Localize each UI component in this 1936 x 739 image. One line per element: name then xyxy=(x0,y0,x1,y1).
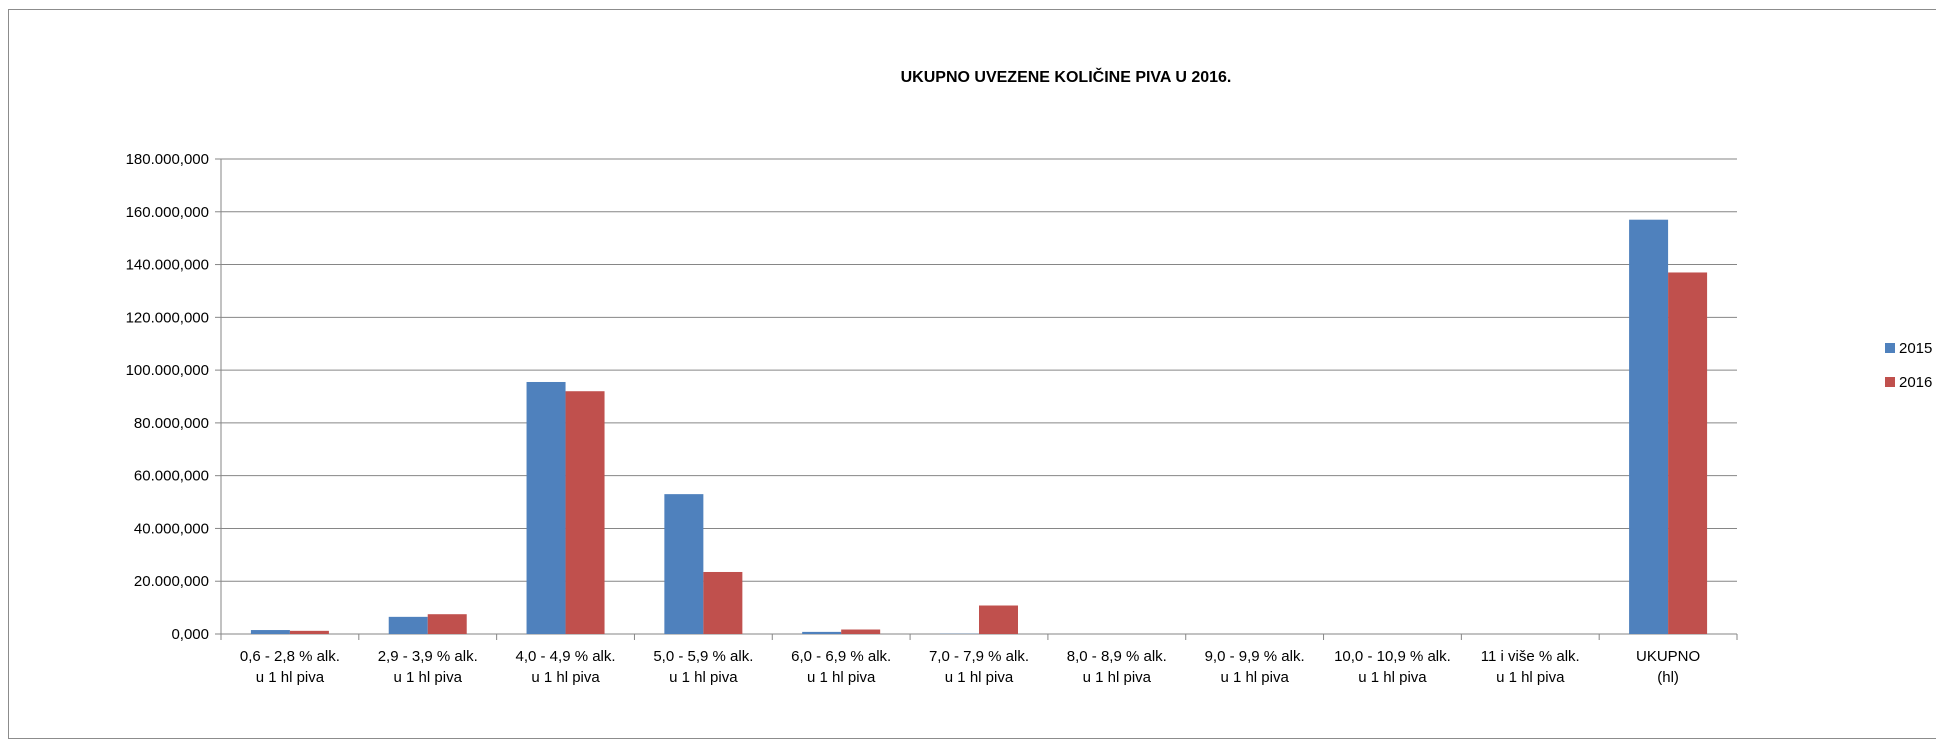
bar-2016 xyxy=(566,391,605,634)
y-tick-label: 40.000,000 xyxy=(134,520,209,537)
bar-2015 xyxy=(664,494,703,634)
y-tick-label: 60.000,000 xyxy=(134,468,209,485)
y-tick-label: 140.000,000 xyxy=(126,257,209,274)
x-tick-label: u 1 hl piva xyxy=(1083,669,1152,686)
x-tick-label: 11 i više % alk. xyxy=(1481,648,1580,665)
x-tick-label: 4,0 - 4,9 % alk. xyxy=(516,648,616,665)
bar-2015 xyxy=(527,382,566,634)
gridlines xyxy=(221,159,1737,581)
x-tick-label: u 1 hl piva xyxy=(531,669,600,686)
x-tick-label: u 1 hl piva xyxy=(1358,669,1427,686)
y-tick-label: 20.000,000 xyxy=(134,573,209,590)
tick-labels: 0,000 20.000,000 40.000,000 60.000,000 80.00… xyxy=(126,151,1701,686)
x-tick-label: 7,0 - 7,9 % alk. xyxy=(929,648,1029,665)
y-tick-label: 100.000,000 xyxy=(126,362,209,379)
x-tick-label: 10,0 - 10,9 % alk. xyxy=(1334,648,1451,665)
x-tick-label: u 1 hl piva xyxy=(256,669,325,686)
x-tick-label: 2,9 - 3,9 % alk. xyxy=(378,648,478,665)
y-tick-label: 0,000 xyxy=(171,626,209,643)
bar-2016 xyxy=(428,614,467,634)
x-tick-label: (hl) xyxy=(1657,669,1679,686)
chart-title: UKUPNO UVEZENE KOLIČINE PIVA U 2016. xyxy=(901,67,1232,86)
y-tick-label: 180.000,000 xyxy=(126,151,209,168)
bars xyxy=(251,220,1707,634)
axes xyxy=(215,159,1737,640)
x-tick-label: 6,0 - 6,9 % alk. xyxy=(791,648,891,665)
legend-swatch-2016 xyxy=(1885,377,1895,387)
legend-swatch-2015 xyxy=(1885,343,1895,353)
y-tick-label: 160.000,000 xyxy=(126,204,209,221)
x-tick-label: u 1 hl piva xyxy=(1496,669,1565,686)
x-tick-label: u 1 hl piva xyxy=(945,669,1014,686)
x-tick-label: u 1 hl piva xyxy=(807,669,876,686)
bar-2016 xyxy=(1668,272,1707,634)
y-tick-label: 80.000,000 xyxy=(134,415,209,432)
legend: 2015 2016 xyxy=(1885,340,1932,391)
x-tick-label: 8,0 - 8,9 % alk. xyxy=(1067,648,1167,665)
bar-2015 xyxy=(802,632,841,634)
x-tick-label: 0,6 - 2,8 % alk. xyxy=(240,648,340,665)
bar-2016 xyxy=(841,630,880,634)
x-tick-label: u 1 hl piva xyxy=(669,669,738,686)
x-tick-label: u 1 hl piva xyxy=(1220,669,1289,686)
bar-chart: UKUPNO UVEZENE KOLIČINE PIVA U 2016. 0,0… xyxy=(9,10,1936,733)
legend-label: 2016 xyxy=(1899,374,1932,391)
bar-2016 xyxy=(703,572,742,634)
chart-frame: UKUPNO UVEZENE KOLIČINE PIVA U 2016. 0,0… xyxy=(8,9,1936,739)
x-tick-label: u 1 hl piva xyxy=(394,669,463,686)
x-tick-label: 9,0 - 9,9 % alk. xyxy=(1205,648,1305,665)
bar-2015 xyxy=(251,630,290,634)
bar-2015 xyxy=(1629,220,1668,634)
bar-2016 xyxy=(290,631,329,634)
y-tick-label: 120.000,000 xyxy=(126,309,209,326)
x-tick-label: UKUPNO xyxy=(1636,648,1700,665)
bar-2015 xyxy=(389,617,428,634)
bar-2016 xyxy=(979,606,1018,635)
legend-label: 2015 xyxy=(1899,340,1932,357)
x-tick-label: 5,0 - 5,9 % alk. xyxy=(653,648,753,665)
